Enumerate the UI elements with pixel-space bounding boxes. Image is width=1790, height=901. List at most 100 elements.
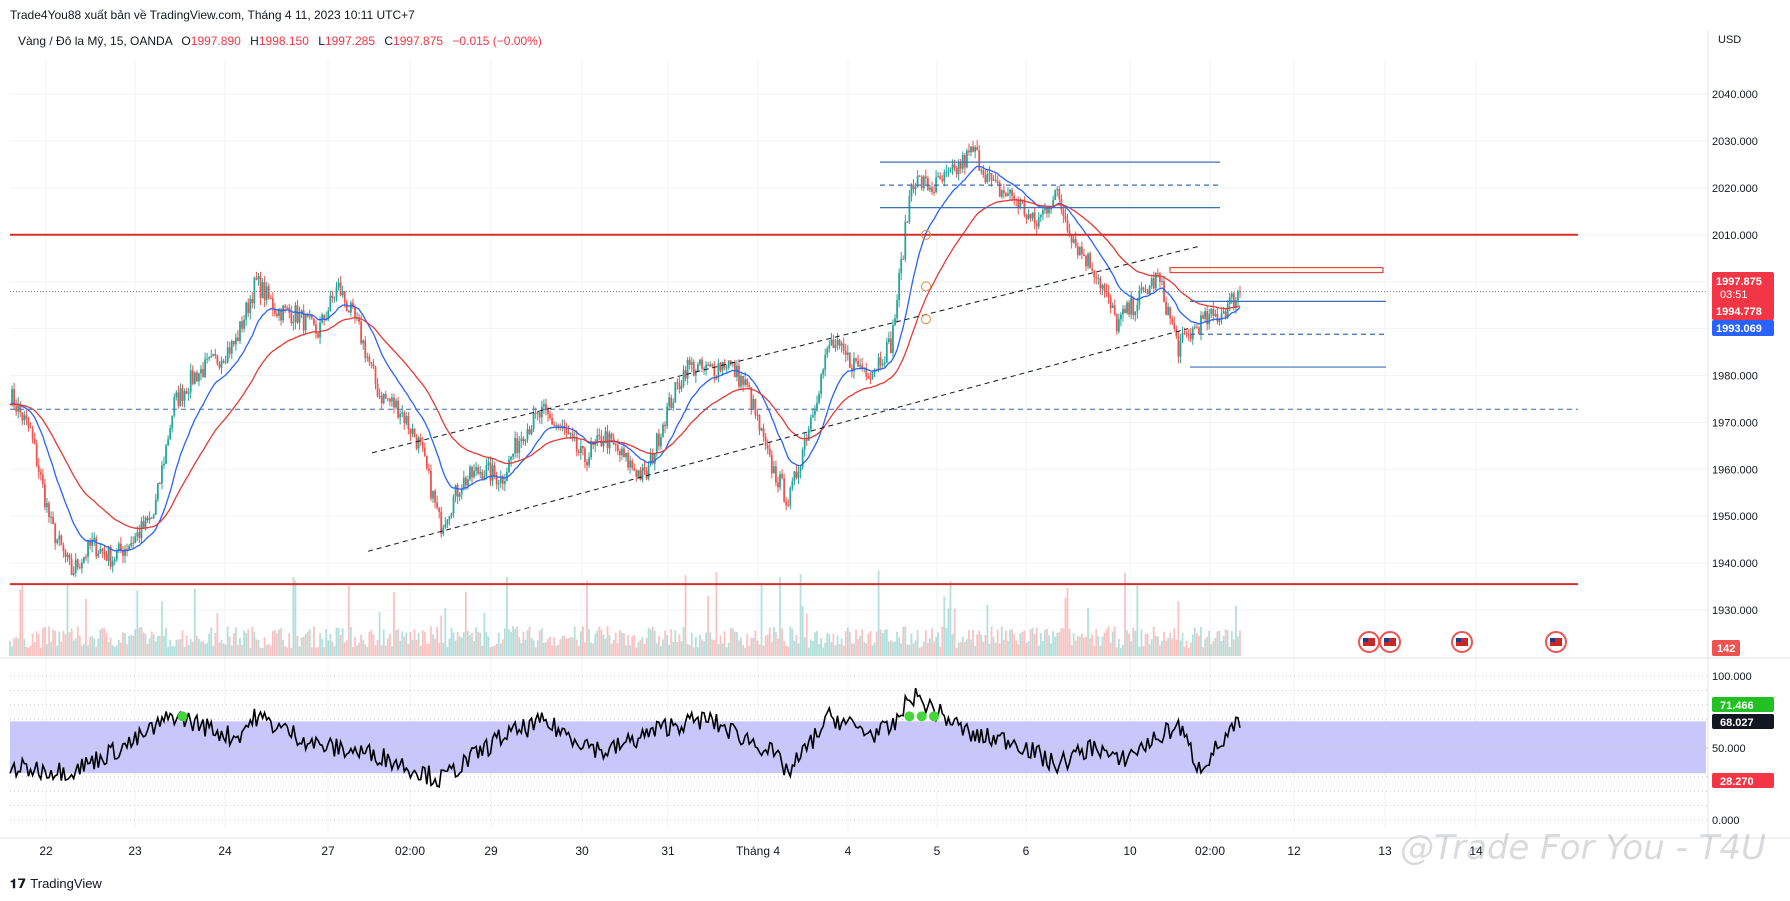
candle-body <box>105 554 108 561</box>
volume-bar <box>450 628 453 656</box>
candle-body <box>1171 318 1174 324</box>
candle-body <box>869 378 872 380</box>
candle-body <box>783 478 786 502</box>
us-flag-event-icon[interactable] <box>1358 631 1380 653</box>
volume-bar <box>103 628 106 656</box>
candle-body <box>41 474 44 485</box>
volume-bar <box>395 629 397 656</box>
price-tick-label: 1960.000 <box>1712 464 1758 476</box>
volume-bar <box>1080 633 1083 656</box>
volume-bar <box>970 639 972 656</box>
volume-bar <box>255 639 258 656</box>
candle-body <box>341 291 344 296</box>
volume-bar <box>458 636 461 656</box>
candle-body <box>1175 328 1178 337</box>
volume-bar <box>824 642 827 656</box>
candle-body <box>13 389 16 407</box>
volume-bar <box>212 645 215 656</box>
candle-body <box>1041 209 1044 215</box>
volume-bar <box>1101 636 1104 656</box>
candle-body <box>567 433 570 435</box>
volume-bar <box>670 629 673 656</box>
volume-bar <box>1222 636 1225 656</box>
candle-body <box>271 298 274 310</box>
volume-bar <box>391 646 393 656</box>
volume-bar <box>1226 630 1229 656</box>
candle-body <box>278 309 280 317</box>
volume-bar <box>327 640 330 656</box>
volume-bar <box>869 631 872 656</box>
volume-bar <box>1117 639 1120 656</box>
candle-body <box>185 391 188 394</box>
us-flag-event-icon[interactable] <box>1451 631 1473 653</box>
volume-bar <box>156 635 159 656</box>
candle-body <box>1179 340 1182 357</box>
candle-body <box>970 146 972 153</box>
candle-body <box>1232 293 1235 308</box>
candle-body <box>339 282 342 296</box>
us-flag-event-icon[interactable] <box>1545 631 1567 653</box>
volume-bar <box>988 643 991 656</box>
candle-body <box>937 176 940 178</box>
volume-bar <box>1039 633 1042 656</box>
candle-body <box>883 362 886 365</box>
volume-bar <box>756 640 759 656</box>
volume-bar <box>590 642 593 656</box>
candle-body <box>226 347 229 363</box>
candle-body <box>442 527 445 534</box>
volume-bar <box>699 635 701 656</box>
volume-bar <box>1085 636 1087 656</box>
candle-body <box>405 416 408 424</box>
candle-body <box>793 471 796 482</box>
symbol-legend[interactable]: Vàng / Đô la Mỹ, 15, OANDA O1997.890 H19… <box>18 34 542 48</box>
candle-body <box>1007 193 1009 196</box>
candle-body <box>963 154 966 168</box>
candle-body <box>736 365 738 378</box>
volume-bar <box>1237 636 1239 656</box>
volume-bar <box>861 629 864 656</box>
volume-bar <box>1148 644 1151 656</box>
candle-body <box>1122 308 1124 315</box>
brand-name: TradingView <box>30 876 102 891</box>
volume-bar <box>1058 631 1061 656</box>
volume-bar <box>929 638 931 656</box>
volume-bar <box>117 640 120 656</box>
volume-bar <box>1185 640 1188 656</box>
candle-body <box>779 474 781 488</box>
candle-body <box>1156 272 1159 274</box>
candle-body <box>1031 212 1034 219</box>
volume-bar <box>302 636 305 656</box>
volume-bar <box>464 591 467 656</box>
volume-bar <box>411 639 414 656</box>
us-flag-event-icon[interactable] <box>1379 631 1401 653</box>
candle-body <box>965 150 968 168</box>
volume-bar <box>48 626 50 656</box>
volume-bar <box>469 634 471 656</box>
candle-body <box>448 515 451 520</box>
volume-bar <box>1126 630 1128 656</box>
volume-bar <box>1171 638 1174 656</box>
candle-body <box>214 353 217 356</box>
volume-bar <box>643 643 646 656</box>
candle-body <box>438 507 441 512</box>
candle-body <box>1068 230 1071 236</box>
volume-bar <box>1142 646 1145 656</box>
volume-bar <box>161 601 163 656</box>
candle-body <box>828 345 831 349</box>
volume-bar <box>111 645 114 656</box>
candle-body <box>417 437 420 449</box>
symbol-name: Vàng / Đô la Mỹ, 15, OANDA <box>18 34 173 48</box>
candle-body <box>625 452 627 458</box>
candle-body <box>760 428 763 431</box>
candle-body <box>161 465 163 484</box>
volume-bar <box>789 626 792 656</box>
volume-bar <box>1122 644 1124 656</box>
volume-bar <box>485 631 488 656</box>
candle-body <box>87 540 89 557</box>
candle-body <box>906 221 909 223</box>
candle-body <box>296 305 299 323</box>
volume-bar <box>772 627 775 656</box>
tradingview-logo[interactable]: 𝟏𝟳 TradingView <box>10 876 102 892</box>
candle-body <box>1230 293 1233 298</box>
